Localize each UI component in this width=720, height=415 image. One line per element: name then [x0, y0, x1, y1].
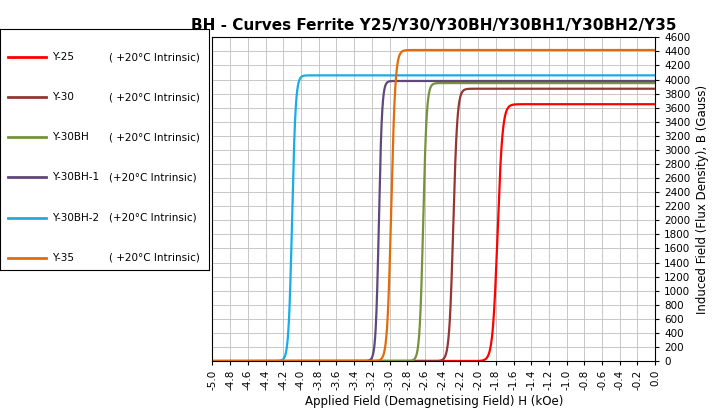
Text: (+20°C Intrinsic): (+20°C Intrinsic) — [109, 212, 197, 222]
Y-axis label: Induced Field (Flux Density), B (Gauss): Induced Field (Flux Density), B (Gauss) — [696, 85, 709, 314]
Text: ( +20°C Intrinsic): ( +20°C Intrinsic) — [109, 52, 199, 62]
Text: Y-30BH-2: Y-30BH-2 — [52, 212, 99, 222]
Title: BH - Curves Ferrite Y25/Y30/Y30BH/Y30BH1/Y30BH2/Y35: BH - Curves Ferrite Y25/Y30/Y30BH/Y30BH1… — [191, 18, 677, 33]
Text: Y-25: Y-25 — [52, 52, 74, 62]
Text: Y-30: Y-30 — [52, 92, 74, 102]
Text: Y-35: Y-35 — [52, 253, 74, 263]
Text: (+20°C Intrinsic): (+20°C Intrinsic) — [109, 173, 197, 183]
Text: ( +20°C Intrinsic): ( +20°C Intrinsic) — [109, 253, 199, 263]
Text: ( +20°C Intrinsic): ( +20°C Intrinsic) — [109, 92, 199, 102]
Text: ( +20°C Intrinsic): ( +20°C Intrinsic) — [109, 132, 199, 142]
X-axis label: Applied Field (Demagnetising Field) H (kOe): Applied Field (Demagnetising Field) H (k… — [305, 395, 563, 408]
Text: Y-30BH: Y-30BH — [52, 132, 89, 142]
Text: Y-30BH-1: Y-30BH-1 — [52, 173, 99, 183]
